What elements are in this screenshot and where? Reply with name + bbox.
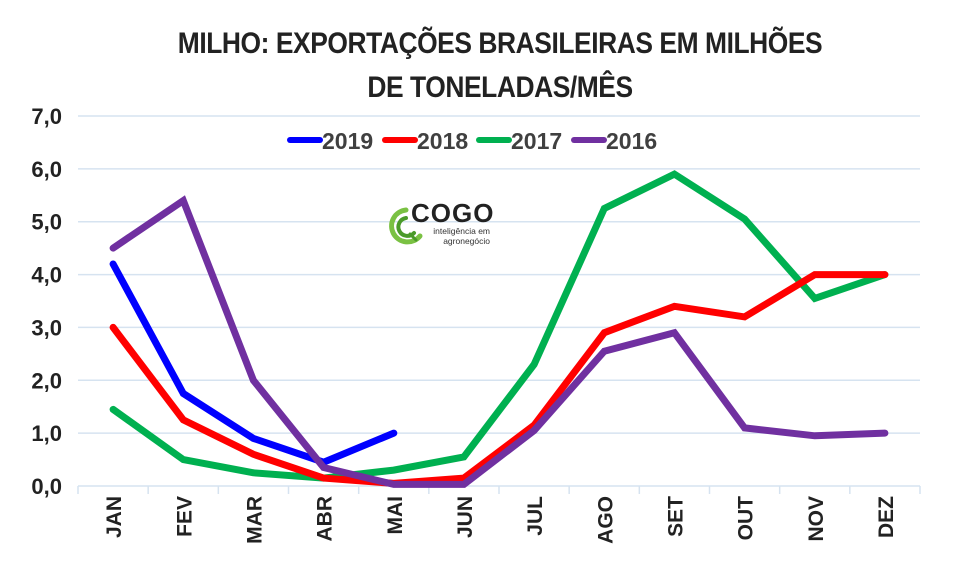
legend-label-2017: 2017 [511, 128, 562, 154]
x-tick-label: OUT [735, 496, 758, 541]
series-line-2017 [109, 170, 889, 482]
x-tick-label: AGO [594, 496, 617, 544]
x-tick-label: JUL [524, 496, 547, 536]
chart-title: MILHO: EXPORTAÇÕES BRASILEIRAS EM MILHÕE… [148, 22, 852, 110]
legend-label-2019: 2019 [322, 128, 373, 154]
x-tick-label: MAI [384, 496, 407, 535]
x-tick-label: MAR [243, 496, 266, 544]
x-tick-label: JUN [454, 496, 477, 538]
logo-tagline-2: agronegócio [443, 236, 490, 246]
gridlines [78, 115, 920, 487]
legend-label-2016: 2016 [606, 128, 657, 154]
x-tick-label: FEV [173, 496, 196, 537]
series-line-2018 [109, 271, 889, 487]
logo-tagline: inteligência em agronegócio [428, 226, 490, 246]
cogo-logo: COGO inteligência em agronegócio [384, 198, 504, 252]
cogo-swirl-icon [389, 207, 423, 245]
series-line-2016 [109, 195, 889, 488]
y-tick-label: 3,0 [31, 315, 62, 340]
y-tick-label: 7,0 [31, 104, 62, 129]
x-tick-label: NOV [805, 496, 828, 542]
y-tick-label: 0,0 [31, 474, 62, 499]
logo-tagline-1: inteligência em [433, 226, 490, 236]
logo-name: COGO [411, 198, 495, 228]
x-tick-label: JAN [103, 496, 126, 538]
legend-label-2018: 2018 [417, 128, 468, 154]
x-tick-label: SET [664, 496, 687, 537]
y-tick-label: 1,0 [31, 421, 62, 446]
series-lines [109, 170, 889, 488]
y-axis-ticks: 0,0 1,0 2,0 3,0 4,0 5,0 6,0 7,0 [31, 104, 62, 499]
y-tick-label: 4,0 [31, 263, 62, 288]
x-axis-ticks: JAN FEV MAR ABR MAI JUN JUL AGO SET OUT NOV DEZ [77, 486, 921, 544]
y-tick-label: 5,0 [31, 210, 62, 235]
x-tick-label: DEZ [875, 496, 898, 538]
legend: 2019 2018 2017 2016 [287, 128, 657, 154]
x-tick-label: ABR [314, 496, 337, 542]
chart-title-line-2: DE TONELADAS/MÊS [367, 71, 633, 104]
y-tick-label: 6,0 [31, 157, 62, 182]
chart-title-line-1: MILHO: EXPORTAÇÕES BRASILEIRAS EM MILHÕE… [177, 27, 823, 60]
y-tick-label: 2,0 [31, 368, 62, 393]
